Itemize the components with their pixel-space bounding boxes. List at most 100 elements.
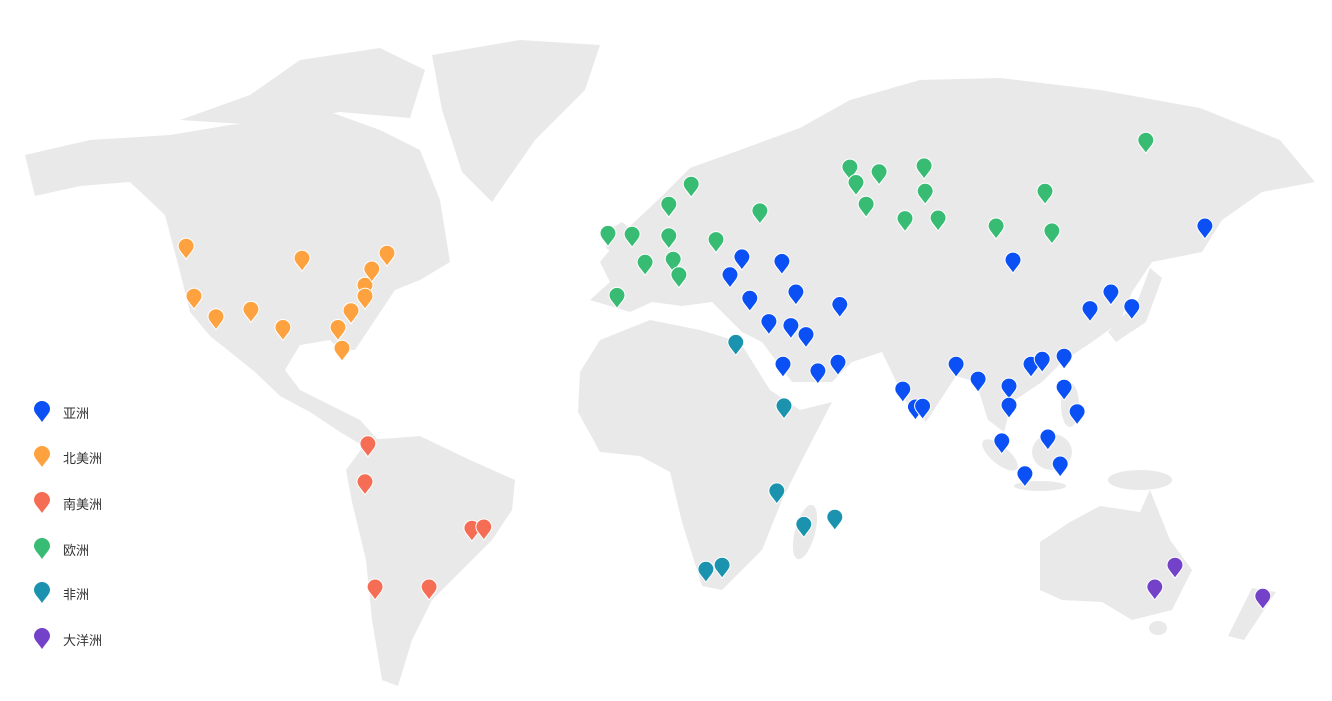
map-marker-asia[interactable] (993, 432, 1011, 455)
map-marker-europe[interactable] (857, 195, 875, 219)
map-marker-asia[interactable] (1081, 300, 1099, 323)
map-marker-asia[interactable] (774, 355, 792, 379)
map-marker-europe[interactable] (1043, 222, 1061, 245)
map-marker-north-america[interactable] (207, 308, 225, 331)
map-marker-africa[interactable] (727, 333, 745, 357)
map-marker-north-america[interactable] (378, 244, 396, 268)
map-marker-asia[interactable] (969, 370, 987, 394)
legend-item-africa[interactable]: 非洲 (32, 581, 89, 605)
map-marker-europe[interactable] (751, 202, 769, 225)
map-marker-asia[interactable] (1016, 465, 1034, 488)
map-marker-europe[interactable] (664, 250, 682, 274)
map-marker-europe[interactable] (636, 253, 654, 277)
map-marker-north-america[interactable] (242, 300, 260, 324)
legend-item-north-america[interactable]: 北美洲 (32, 445, 102, 469)
map-marker-asia[interactable] (782, 317, 800, 340)
map-marker-north-america[interactable] (329, 319, 347, 342)
legend-item-europe[interactable]: 欧洲 (32, 537, 89, 561)
map-marker-north-america[interactable] (356, 287, 374, 311)
map-marker-north-america[interactable] (363, 260, 381, 283)
map-marker-south-america[interactable] (420, 578, 438, 601)
map-marker-asia[interactable] (773, 252, 791, 276)
map-marker-europe[interactable] (896, 210, 914, 233)
map-marker-europe[interactable] (870, 163, 888, 186)
map-marker-asia[interactable] (1196, 217, 1214, 240)
map-marker-europe[interactable] (916, 182, 934, 206)
africa-land (578, 320, 832, 590)
map-marker-asia[interactable] (1051, 455, 1069, 478)
map-marker-oceania[interactable] (1146, 578, 1164, 601)
map-marker-africa[interactable] (697, 560, 715, 584)
map-marker-europe[interactable] (929, 209, 947, 232)
map-marker-europe[interactable] (599, 224, 617, 248)
sumatra-land (982, 439, 1018, 471)
map-marker-asia[interactable] (721, 266, 739, 289)
map-marker-asia[interactable] (797, 326, 815, 349)
map-marker-europe[interactable] (847, 174, 865, 197)
map-marker-africa[interactable] (795, 515, 813, 539)
legend-item-oceania[interactable]: 大洋洲 (32, 627, 102, 651)
map-marker-asia[interactable] (829, 353, 847, 377)
map-marker-north-america[interactable] (342, 302, 360, 325)
map-marker-europe[interactable] (660, 227, 678, 250)
map-marker-oceania[interactable] (1166, 556, 1184, 580)
map-marker-europe[interactable] (915, 157, 933, 180)
map-marker-europe[interactable] (1036, 182, 1054, 206)
map-marker-asia[interactable] (1068, 403, 1086, 426)
map-marker-north-america[interactable] (293, 249, 311, 273)
map-marker-africa[interactable] (826, 508, 844, 532)
map-marker-europe[interactable] (670, 266, 688, 289)
map-marker-europe[interactable] (1137, 131, 1155, 155)
eurasia-land (590, 78, 1315, 432)
map-marker-asia[interactable] (1102, 283, 1120, 306)
map-marker-north-america[interactable] (333, 339, 351, 363)
map-marker-asia[interactable] (733, 248, 751, 271)
legend-item-asia[interactable]: 亚洲 (32, 400, 89, 424)
map-marker-europe[interactable] (987, 217, 1005, 240)
land-layer (25, 40, 1315, 686)
legend-label: 亚洲 (63, 406, 90, 422)
legend-label: 非洲 (63, 587, 90, 603)
map-marker-south-america[interactable] (359, 435, 377, 458)
map-marker-asia[interactable] (947, 355, 965, 379)
map-marker-europe[interactable] (707, 231, 725, 254)
arctic-islands-land (180, 48, 425, 125)
map-marker-south-america[interactable] (475, 518, 493, 541)
map-marker-asia[interactable] (787, 283, 805, 306)
map-marker-asia[interactable] (831, 296, 849, 319)
map-marker-asia[interactable] (760, 313, 778, 336)
map-marker-asia[interactable] (741, 289, 759, 313)
map-marker-asia[interactable] (1000, 377, 1018, 401)
map-marker-north-america[interactable] (185, 287, 203, 311)
map-pin-icon (34, 582, 50, 603)
map-marker-oceania[interactable] (1254, 587, 1272, 611)
map-marker-asia[interactable] (1004, 251, 1022, 275)
map-marker-asia[interactable] (914, 397, 932, 421)
legend-item-south-america[interactable]: 南美洲 (32, 491, 102, 515)
map-marker-asia[interactable] (1055, 347, 1073, 371)
legend-label: 北美洲 (63, 451, 103, 467)
map-marker-south-america[interactable] (356, 473, 374, 496)
map-marker-asia[interactable] (1123, 298, 1141, 321)
map-marker-africa[interactable] (775, 397, 793, 420)
map-marker-europe[interactable] (608, 286, 626, 310)
marker-layer (177, 131, 1272, 611)
map-marker-africa[interactable] (768, 482, 786, 505)
map-marker-asia[interactable] (1000, 396, 1018, 420)
map-pin-icon (34, 401, 50, 422)
map-marker-asia[interactable] (1039, 428, 1057, 451)
map-marker-asia[interactable] (1055, 378, 1073, 402)
map-marker-north-america[interactable] (274, 319, 292, 342)
map-marker-africa[interactable] (713, 556, 731, 580)
map-marker-europe[interactable] (660, 195, 678, 219)
map-marker-europe[interactable] (841, 158, 859, 182)
map-marker-asia[interactable] (809, 362, 827, 385)
map-marker-north-america[interactable] (177, 237, 195, 261)
map-marker-europe[interactable] (682, 175, 700, 199)
legend-label: 南美洲 (63, 497, 103, 513)
map-marker-asia[interactable] (894, 380, 912, 404)
map-marker-europe[interactable] (623, 225, 641, 249)
map-marker-south-america[interactable] (366, 578, 384, 601)
map-marker-asia[interactable] (1033, 350, 1051, 374)
